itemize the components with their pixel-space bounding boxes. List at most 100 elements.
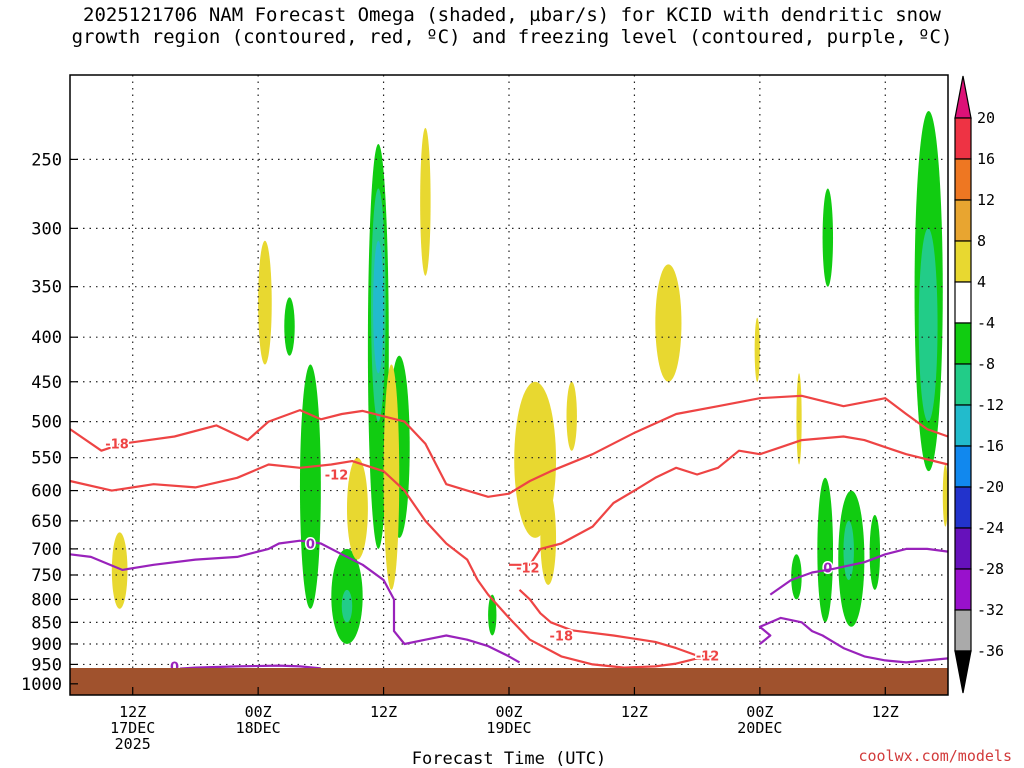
y-axis: 2503003504004505005506006507007508008509… [21, 150, 78, 695]
colorbar-label-13: -36 [977, 642, 1004, 660]
colorbar-label-7: -12 [977, 396, 1004, 414]
omega-region-11 [843, 520, 854, 581]
colorbar-label-10: -24 [977, 519, 1004, 537]
x-axis-label: Forecast Time (UTC) [412, 749, 606, 768]
x-tick-label-18-1: 18DEC [236, 719, 281, 737]
colorbar-label-4: 4 [977, 273, 986, 291]
colorbar-label-12: -32 [977, 601, 1004, 619]
colorbar-box-8 [954, 445, 972, 488]
y-tick-label-850: 850 [31, 613, 62, 633]
colorbar-extend-bottom [954, 650, 972, 694]
colorbar-label-8: -16 [977, 437, 1004, 455]
colorbar-box-2 [954, 199, 972, 242]
y-tick-label-900: 900 [31, 635, 62, 655]
omega-region-17 [258, 240, 272, 365]
freezing-contour-8 [769, 547, 949, 596]
colorbar-label-11: -28 [977, 560, 1004, 578]
colorbar[interactable]: 20 16 12 8 4 -4 -8 -12 -16 -20 -24 -28 -32 -36 [954, 75, 1004, 694]
omega-shading-layer [111, 111, 948, 644]
omega-region-18 [420, 127, 431, 276]
y-tick-label-750: 750 [31, 566, 62, 586]
x-tick-label-30-0: 12Z [370, 703, 397, 721]
colorbar-box-12 [954, 609, 972, 652]
dendritic-contour-0 [69, 394, 949, 498]
dendritic-contour-3 [518, 588, 708, 658]
x-tick-label-18-0: 00Z [245, 703, 272, 721]
omega-region-8 [488, 594, 497, 636]
dendritic-contour-1 [69, 460, 708, 669]
colorbar-box-6 [954, 363, 972, 406]
omega-region-12 [869, 514, 881, 590]
colorbar-box-10 [954, 527, 972, 570]
x-tick-label-6-1: 17DEC [110, 719, 155, 737]
omega-region-23 [540, 490, 557, 585]
dendritic-contour-label-3: -18 [550, 629, 574, 644]
colorbar-box-1 [954, 158, 972, 201]
watermark-url: coolwx.com/models [858, 747, 1012, 765]
y-tick-label-1000: 1000 [21, 675, 62, 695]
y-tick-label-300: 300 [31, 219, 62, 239]
x-tick-label-42-1: 19DEC [486, 719, 531, 737]
x-tick-label-66-0: 00Z [746, 703, 773, 721]
plot-background [70, 75, 948, 695]
x-tick-label-6-2: 2025 [115, 735, 151, 753]
colorbar-label-1: 16 [977, 150, 995, 168]
dendritic-contour-label-1: -12 [325, 468, 349, 483]
omega-region-3 [299, 364, 321, 609]
omega-region-16 [822, 188, 834, 287]
omega-region-24 [566, 381, 577, 451]
y-tick-label-350: 350 [31, 278, 62, 298]
colorbar-box-7 [954, 404, 972, 447]
colorbar-box-11 [954, 568, 972, 611]
title-line-1: 2025121706 NAM Forecast Omega (shaded, µ… [83, 4, 941, 26]
omega-region-5 [341, 589, 353, 623]
colorbar-label-0: 20 [977, 109, 995, 127]
y-tick-label-950: 950 [31, 655, 62, 675]
freezing-contour-5 [69, 539, 521, 664]
y-tick-label-650: 650 [31, 512, 62, 532]
omega-region-26 [754, 317, 760, 382]
colorbar-label-3: 8 [977, 232, 986, 250]
colorbar-extend-top [954, 75, 972, 119]
omega-region-27 [796, 373, 802, 465]
omega-region-13 [791, 554, 802, 600]
x-tick-label-54-0: 12Z [621, 703, 648, 721]
colorbar-label-6: -8 [977, 355, 995, 373]
omega-region-28 [942, 464, 948, 527]
dendritic-contour-4 [696, 654, 719, 660]
dendritic-contour-2 [509, 435, 949, 566]
colorbar-label-5: -4 [977, 314, 995, 332]
omega-region-2 [373, 240, 384, 374]
omega-region-25 [655, 264, 682, 382]
dendritic-contour-label-0: -18 [105, 438, 129, 453]
chart-title: 2025121706 NAM Forecast Omega (shaded, µ… [0, 4, 1024, 48]
x-tick-label-6-0: 12Z [119, 703, 146, 721]
y-tick-label-450: 450 [31, 373, 62, 393]
omega-region-15 [918, 228, 938, 422]
colorbar-label-9: -20 [977, 478, 1004, 496]
y-tick-label-400: 400 [31, 328, 62, 348]
x-tick-label-42-0: 00Z [495, 703, 522, 721]
colorbar-box-0 [954, 117, 972, 160]
omega-region-7 [284, 297, 295, 356]
omega-region-21 [111, 532, 128, 609]
freezing-contour-7 [758, 616, 949, 664]
colorbar-label-2: 12 [977, 191, 995, 209]
x-tick-label-66-1: 20DEC [737, 719, 782, 737]
dendritic-contour-label-4: -12 [696, 650, 720, 665]
freezing-contour-label-5: 0 [306, 537, 315, 552]
title-line-2: growth region (contoured, red, ºC) and f… [71, 26, 953, 48]
omega-region-9 [817, 477, 834, 623]
y-tick-label-700: 700 [31, 540, 62, 560]
y-tick-label-500: 500 [31, 413, 62, 433]
y-tick-label-250: 250 [31, 150, 62, 170]
x-tick-label-78-0: 12Z [872, 703, 899, 721]
colorbar-box-4 [954, 281, 972, 324]
dendritic-contour-label-2: -12 [516, 561, 540, 576]
omega-region-20 [346, 457, 368, 560]
y-tick-label-800: 800 [31, 590, 62, 610]
colorbar-box-9 [954, 486, 972, 529]
